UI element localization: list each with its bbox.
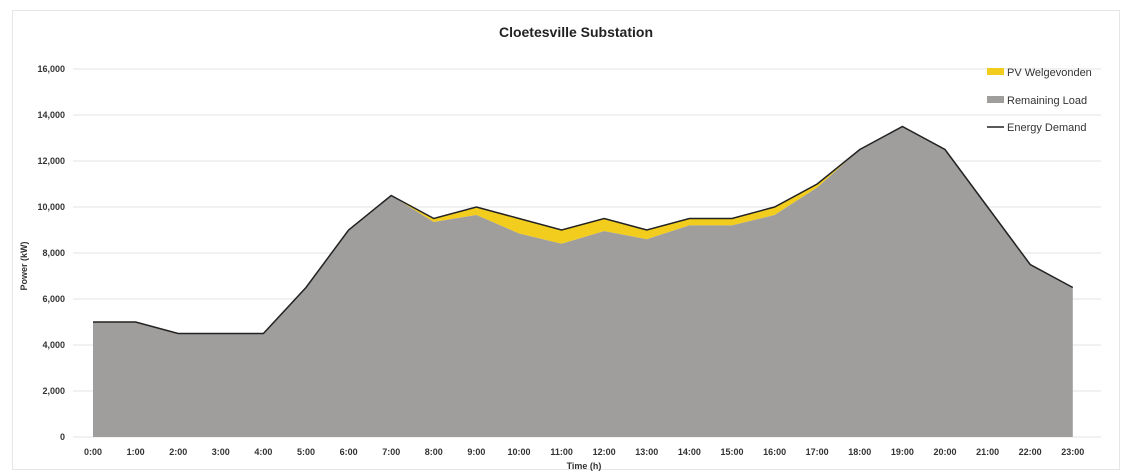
x-tick-label: 21:00 bbox=[976, 447, 999, 457]
x-tick-label: 4:00 bbox=[254, 447, 272, 457]
x-tick-label: 16:00 bbox=[763, 447, 786, 457]
energy-demand-line bbox=[93, 125, 1074, 335]
x-tick-label: 18:00 bbox=[848, 447, 871, 457]
x-tick-label: 23:00 bbox=[1061, 447, 1084, 457]
x-tick-label: 7:00 bbox=[382, 447, 400, 457]
x-tick-label: 9:00 bbox=[467, 447, 485, 457]
y-tick-label: 6,000 bbox=[42, 294, 65, 304]
x-tick-label: 22:00 bbox=[1019, 447, 1042, 457]
x-tick-label: 3:00 bbox=[212, 447, 230, 457]
x-tick-label: 20:00 bbox=[933, 447, 956, 457]
x-tick-label: 5:00 bbox=[297, 447, 315, 457]
x-tick-label: 8:00 bbox=[425, 447, 443, 457]
y-axis-label: Power (kW) bbox=[19, 241, 29, 290]
legend-label: Remaining Load bbox=[1007, 95, 1087, 107]
y-tick-label: 10,000 bbox=[37, 202, 65, 212]
x-tick-label: 0:00 bbox=[84, 447, 102, 457]
x-axis-ticks: 0:00 1:00 2:00 3:00 4:00 5:00 6:00 7:00 8:00 9:00… bbox=[84, 447, 1084, 457]
y-tick-label: 2,000 bbox=[42, 386, 65, 396]
x-tick-label: 2:00 bbox=[169, 447, 187, 457]
legend-label: Energy Demand bbox=[1007, 122, 1087, 134]
y-tick-label: 8,000 bbox=[42, 248, 65, 258]
x-tick-label: 13:00 bbox=[635, 447, 658, 457]
legend-swatch-remaining-load bbox=[987, 96, 1004, 103]
x-tick-label: 1:00 bbox=[127, 447, 145, 457]
legend-label: PV Welgevonden bbox=[1007, 67, 1092, 79]
x-axis-label: Time (h) bbox=[567, 461, 602, 471]
x-tick-label: 14:00 bbox=[678, 447, 701, 457]
x-tick-label: 12:00 bbox=[593, 447, 616, 457]
x-tick-label: 17:00 bbox=[806, 447, 829, 457]
y-tick-label: 12,000 bbox=[37, 156, 65, 166]
y-tick-label: 14,000 bbox=[37, 110, 65, 120]
y-axis-ticks: 0 2,000 4,000 6,000 8,000 10,000 12,000 14,000 1… bbox=[37, 64, 65, 442]
x-tick-label: 11:00 bbox=[550, 447, 573, 457]
demand-lines bbox=[93, 125, 1074, 335]
chart-title: Cloetesville Substation bbox=[499, 24, 653, 40]
y-tick-label: 0 bbox=[60, 432, 65, 442]
x-tick-label: 15:00 bbox=[720, 447, 743, 457]
legend-swatch-pv bbox=[987, 68, 1004, 75]
y-tick-label: 4,000 bbox=[42, 340, 65, 350]
stacked-areas bbox=[93, 126, 1073, 437]
x-tick-label: 10:00 bbox=[507, 447, 530, 457]
x-tick-label: 6:00 bbox=[340, 447, 358, 457]
pv-welgevonden-area bbox=[93, 126, 1073, 334]
remaining-load-area bbox=[93, 126, 1073, 437]
power-area-chart: Cloetesville Substation 0 2,000 4,000 6,000… bbox=[19, 24, 1101, 471]
y-tick-label: 16,000 bbox=[37, 64, 65, 74]
chart-frame: Cloetesville Substation 0 2,000 4,000 6,000… bbox=[12, 10, 1120, 471]
x-tick-label: 19:00 bbox=[891, 447, 914, 457]
legend: PV Welgevonden Remaining Load Energy Deman… bbox=[987, 67, 1092, 134]
